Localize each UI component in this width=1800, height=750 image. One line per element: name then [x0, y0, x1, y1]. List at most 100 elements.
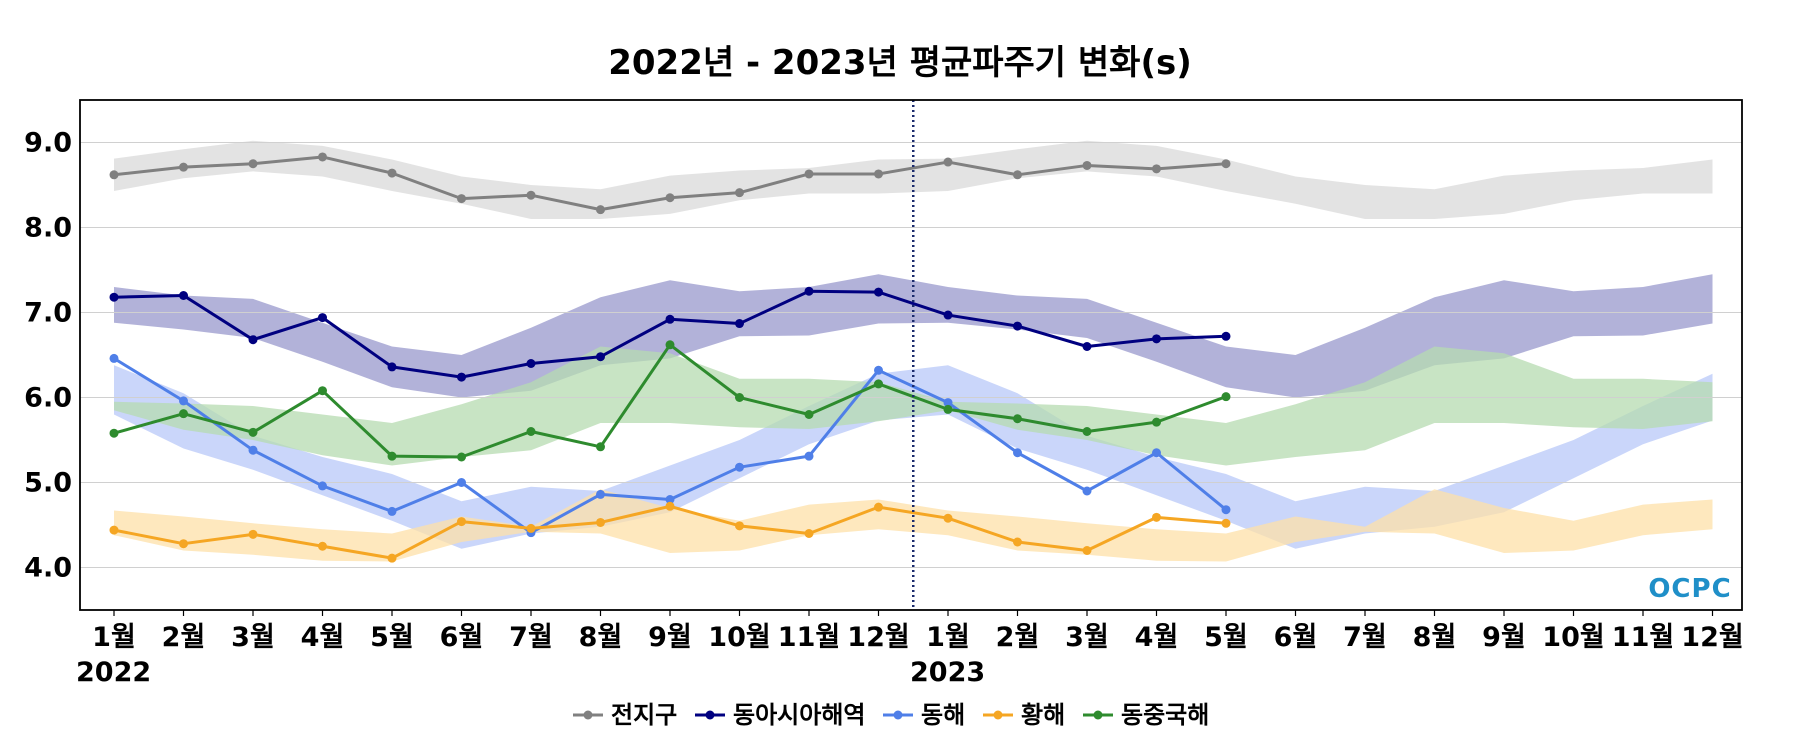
series-3-point: [1082, 546, 1092, 555]
series-2-point: [735, 462, 744, 472]
logo-text: OCPC: [1648, 574, 1731, 604]
series-2-point: [1013, 448, 1022, 458]
series-3-point: [596, 517, 605, 527]
x-tick-label: 9월: [1482, 622, 1526, 653]
series-0-point: [874, 169, 883, 179]
series-4-point: [943, 404, 953, 414]
series-2-point: [596, 489, 605, 499]
x-tick-label: 10월: [1542, 622, 1604, 653]
series-1-point: [735, 319, 744, 329]
series-3-point: [109, 525, 119, 535]
x-tick-label: 6월: [1274, 622, 1318, 653]
series-layer: [109, 152, 1231, 563]
legend-marker: [1093, 710, 1103, 720]
legend-label: 전지구: [611, 701, 677, 729]
x-tick-label: 3월: [231, 622, 275, 653]
series-1-point: [1221, 331, 1231, 341]
y-tick-label: 5.0: [24, 468, 72, 499]
series-0-point: [1082, 160, 1092, 170]
x-tick-label: 8월: [579, 622, 623, 653]
series-3-point: [874, 502, 883, 512]
x-tick-label: 10월: [708, 622, 770, 653]
x-tick-label: 9월: [648, 622, 692, 653]
series-0-point: [804, 169, 814, 179]
x-tick-label: 1월: [92, 622, 136, 653]
series-3-point: [318, 541, 327, 551]
series-4-point: [665, 340, 675, 350]
x-tick-label: 5월: [1204, 622, 1248, 653]
series-0-point: [179, 162, 188, 172]
series-0-point: [387, 168, 397, 178]
series-0-point: [1013, 170, 1022, 180]
legend-label: 동해: [921, 701, 965, 729]
series-3-point: [387, 553, 397, 563]
series-1-point: [804, 286, 814, 296]
grid-layer: [80, 142, 1742, 568]
y-tick-label: 6.0: [24, 383, 72, 414]
legend-item: 전지구: [573, 701, 677, 729]
series-1-point: [596, 352, 605, 362]
x-tick-label: 6월: [440, 622, 484, 653]
x-tick-label: 12월: [1681, 622, 1743, 653]
series-4-point: [874, 379, 883, 389]
legend-item: 동중국해: [1083, 701, 1209, 729]
legend-marker: [583, 710, 593, 720]
series-1-point: [1013, 321, 1022, 331]
series-1-point: [1152, 334, 1161, 344]
series-3-point: [248, 529, 258, 539]
y-tick-label: 7.0: [24, 298, 72, 329]
series-4-point: [735, 393, 744, 402]
x-tick-label: 2월: [996, 622, 1040, 653]
legend-label: 황해: [1021, 701, 1065, 729]
series-4-point: [179, 409, 188, 419]
series-0-point: [943, 157, 953, 167]
x-tick-label: 4월: [1135, 622, 1179, 653]
series-4-point: [387, 451, 397, 461]
y-tick-label: 4.0: [24, 553, 72, 584]
x-tick-label: 8월: [1413, 622, 1457, 653]
series-2-point: [248, 445, 258, 455]
legend-item: 동해: [883, 701, 965, 729]
series-0-point: [665, 193, 675, 203]
series-0-point: [109, 170, 119, 180]
series-4-point: [596, 442, 605, 452]
series-2-point: [387, 506, 397, 516]
x-tick-label: 7월: [1343, 622, 1387, 653]
series-0-point: [318, 152, 327, 162]
series-3-point: [1013, 537, 1022, 547]
series-0-point: [735, 188, 744, 198]
legend: 전지구 동아시아해역 동해 황해 동중국해: [573, 701, 1209, 729]
series-1-point: [526, 359, 536, 368]
legend-marker: [993, 710, 1003, 720]
series-2-point: [874, 365, 883, 375]
legend-label: 동아시아해역: [733, 701, 865, 729]
series-1-point: [457, 372, 466, 382]
x-tick-label: 1월: [926, 622, 970, 653]
series-1-point: [665, 314, 675, 324]
series-2-point: [179, 396, 188, 406]
x-tick-label: 11월: [1612, 622, 1674, 653]
series-2-point: [943, 398, 953, 408]
legend-marker: [893, 710, 903, 720]
series-2-point: [109, 353, 119, 363]
ocpc-logo: OCPC: [1648, 574, 1731, 604]
series-0-point: [248, 159, 258, 169]
series-1-point: [248, 335, 258, 345]
series-0-point: [1152, 164, 1161, 174]
legend-item: 동아시아해역: [695, 701, 865, 729]
legend-item: 황해: [983, 701, 1065, 729]
series-1-point: [318, 313, 327, 323]
series-3-point: [179, 539, 188, 549]
series-0-point: [526, 190, 536, 200]
legend-marker: [705, 710, 715, 720]
series-4-point: [1013, 414, 1022, 424]
series-4-point: [526, 427, 536, 436]
legend-label: 동중국해: [1121, 701, 1209, 729]
x-tick-label: 4월: [301, 622, 345, 653]
series-4-point: [1082, 427, 1092, 436]
series-2-point: [457, 478, 466, 487]
series-1-point: [387, 362, 397, 372]
series-3-point: [1221, 518, 1231, 528]
series-3-point: [665, 501, 675, 511]
